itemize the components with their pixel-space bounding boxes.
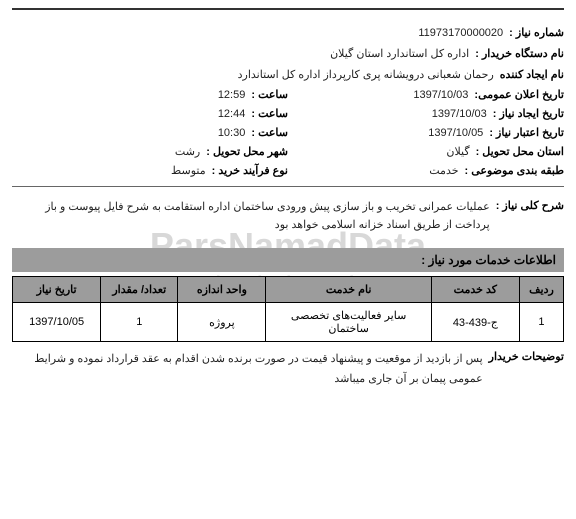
label-process-type: نوع فرآیند خرید : (212, 164, 288, 177)
table-header-row: ردیفکد خدمتنام خدمتواحد اندازهتعداد/ مقد… (13, 277, 564, 303)
value-creator: رحمان شعبانی درویشانه پری کارپرداز اداره… (238, 68, 494, 81)
label-general-desc: شرح کلی نیاز : (496, 199, 564, 212)
row-request-no: شماره نیاز : 11973170000020 (12, 22, 564, 43)
table-header-cell: کد خدمت (431, 277, 519, 303)
label-buyer: نام دستگاه خریدار : (475, 47, 564, 60)
table-cell: 1397/10/05 (13, 303, 101, 342)
table-cell: 1 (519, 303, 563, 342)
label-create-time: ساعت : (251, 107, 288, 120)
value-subject-class: خدمت (429, 164, 458, 177)
label-announce-date: تاریخ اعلان عمومی: (474, 88, 564, 101)
value-announce-time: 12:59 (218, 89, 246, 101)
row-class: طبقه بندی موضوعی : خدمت نوع فرآیند خرید … (12, 161, 564, 180)
label-validity-time: ساعت : (251, 126, 288, 139)
table-cell: سایر فعالیت‌های تخصصی ساختمان (266, 303, 431, 342)
label-creator: نام ایجاد کننده (500, 68, 564, 81)
value-delivery-city: رشت (175, 145, 200, 158)
label-subject-class: طبقه بندی موضوعی : (465, 164, 564, 177)
row-buyer: نام دستگاه خریدار : اداره کل استاندارد ا… (12, 43, 564, 64)
table-header-cell: ردیف (519, 277, 563, 303)
label-validity-date: تاریخ اعتبار نیاز : (489, 126, 564, 139)
value-delivery-province: گیلان (446, 145, 469, 158)
row-delivery: استان محل تحویل : گیلان شهر محل تحویل : … (12, 142, 564, 161)
document-content: شماره نیاز : 11973170000020 نام دستگاه خ… (0, 0, 576, 406)
table-row: 1ج-439-43سایر فعالیت‌های تخصصی ساختمانپر… (13, 303, 564, 342)
label-delivery-city: شهر محل تحویل : (206, 145, 288, 158)
value-create-date: 1397/10/03 (432, 108, 487, 120)
row-buyer-notes: توضیحات خریدار پس از بازدید از موقعیت و … (12, 342, 564, 398)
label-buyer-notes: توضیحات خریدار (489, 350, 564, 363)
value-validity-date: 1397/10/05 (428, 127, 483, 139)
table-header-cell: واحد اندازه (178, 277, 266, 303)
table-header-cell: تاریخ نیاز (13, 277, 101, 303)
table-body: 1ج-439-43سایر فعالیت‌های تخصصی ساختمانپر… (13, 303, 564, 342)
value-general-desc: عملیات عمرانی تخریب و باز سازی پیش ورودی… (32, 199, 490, 234)
table-header-cell: تعداد/ مقدار (101, 277, 178, 303)
row-validity: تاریخ اعتبار نیاز : 1397/10/05 ساعت : 10… (12, 123, 564, 142)
label-create-date: تاریخ ایجاد نیاز : (493, 107, 564, 120)
label-request-no: شماره نیاز : (509, 26, 564, 39)
table-cell: پروژه (178, 303, 266, 342)
row-create: تاریخ ایجاد نیاز : 1397/10/03 ساعت : 12:… (12, 104, 564, 123)
services-table: ردیفکد خدمتنام خدمتواحد اندازهتعداد/ مقد… (12, 276, 564, 342)
value-process-type: متوسط (171, 164, 206, 177)
value-buyer-notes: پس از بازدید از موقعیت و پیشنهاد قیمت در… (32, 350, 483, 390)
separator (12, 186, 564, 187)
row-general-desc: شرح کلی نیاز : عملیات عمرانی تخریب و باز… (12, 193, 564, 240)
value-announce-date: 1397/10/03 (413, 89, 468, 101)
section-header-services: اطلاعات خدمات مورد نیاز : (12, 248, 564, 272)
value-buyer: اداره کل استاندارد استان گیلان (330, 47, 469, 60)
value-create-time: 12:44 (218, 108, 246, 120)
table-cell: ج-439-43 (431, 303, 519, 342)
table-cell: 1 (101, 303, 178, 342)
value-validity-time: 10:30 (218, 127, 246, 139)
table-header-cell: نام خدمت (266, 277, 431, 303)
row-announce: تاریخ اعلان عمومی: 1397/10/03 ساعت : 12:… (12, 85, 564, 104)
value-request-no: 11973170000020 (418, 27, 503, 39)
label-delivery-province: استان محل تحویل : (476, 145, 564, 158)
label-announce-time: ساعت : (251, 88, 288, 101)
row-creator: نام ایجاد کننده رحمان شعبانی درویشانه پر… (12, 64, 564, 85)
